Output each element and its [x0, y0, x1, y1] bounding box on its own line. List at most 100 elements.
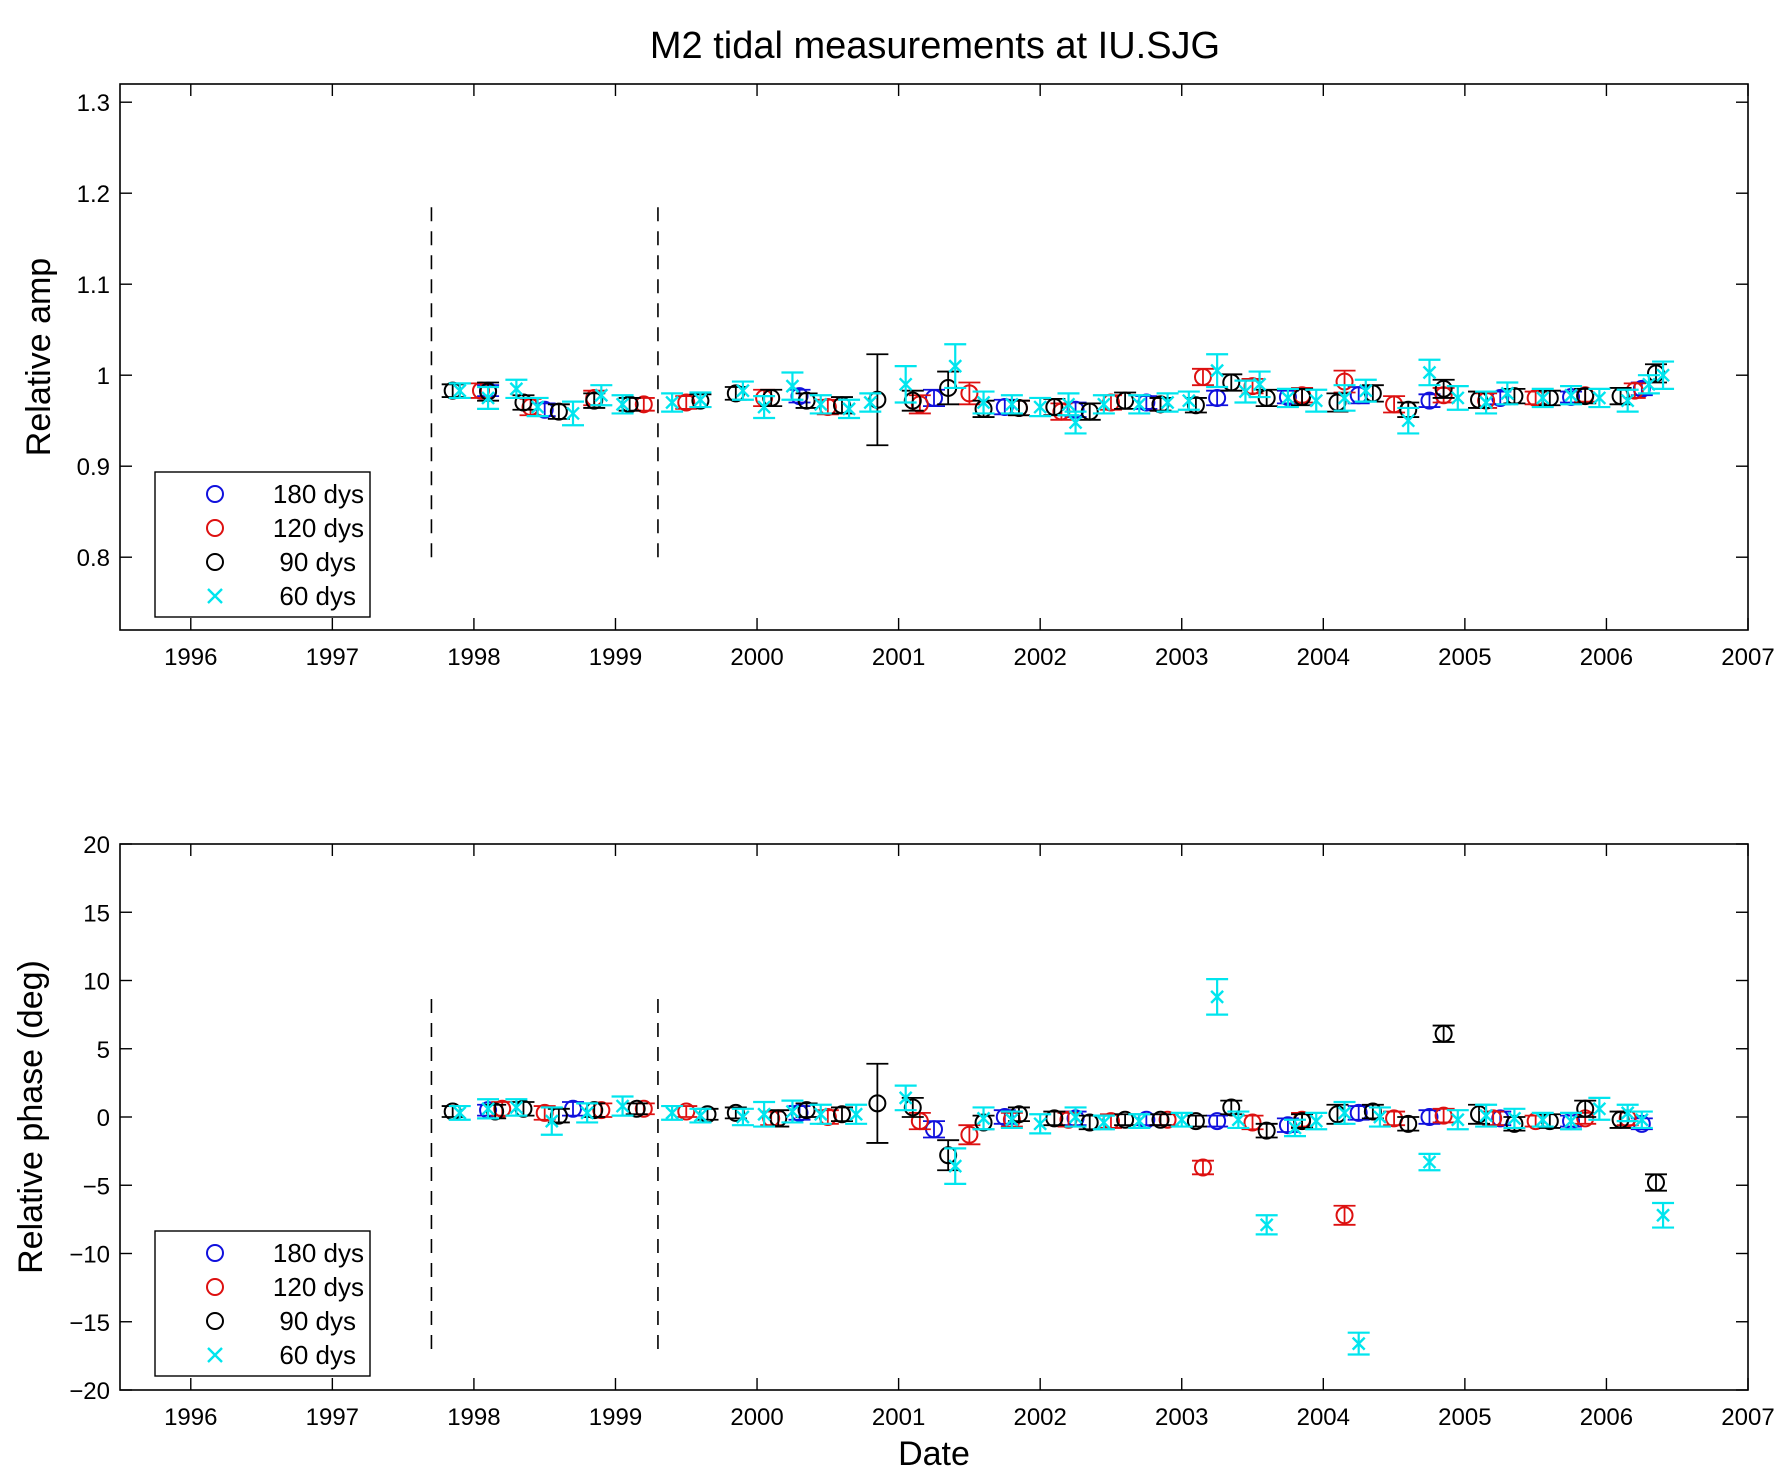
x-tick-label: 2002	[1013, 1404, 1066, 1431]
legend-item-180: 180 dys	[206, 1238, 364, 1268]
data-point-60-dys	[838, 398, 861, 420]
circle-marker	[1434, 379, 1453, 398]
x-tick-label: 2002	[1013, 644, 1066, 671]
x-marker	[976, 1111, 991, 1126]
x-marker	[1535, 1112, 1550, 1127]
x-tick-label: 1998	[447, 1404, 500, 1431]
x-marker	[948, 359, 963, 373]
legend-label-120: 120 dys	[273, 513, 364, 543]
data-point-60-dys	[576, 1102, 599, 1124]
legend-marker-60	[207, 1347, 223, 1363]
legend-marker-180	[206, 1244, 224, 1262]
data-point-180-dys	[1206, 388, 1229, 407]
x-marker	[785, 379, 800, 393]
legend-label-180: 180 dys	[273, 479, 364, 509]
x-marker	[1252, 377, 1267, 392]
y-tick-label: 10	[83, 969, 110, 996]
x-marker	[863, 395, 878, 410]
x-marker	[615, 1099, 630, 1113]
circle-marker	[1222, 1098, 1241, 1117]
legend-item-90: 90 dys	[206, 547, 356, 577]
data-point-60-dys	[1305, 1111, 1328, 1131]
legend-marker-90	[206, 1312, 224, 1330]
data-point-120-dys	[1432, 1106, 1455, 1125]
data-point-60-dys	[477, 1098, 500, 1120]
data-point-60-dys	[1616, 1103, 1639, 1123]
circle-marker	[1420, 1108, 1439, 1126]
data-point-60-dys	[944, 343, 967, 390]
x-marker	[1259, 1217, 1274, 1232]
data-point-60-dys	[1652, 360, 1675, 390]
legend-label-90: 90 dys	[279, 1306, 356, 1336]
x-marker	[1535, 391, 1550, 405]
x-marker	[1564, 388, 1578, 403]
data-point-120-dys	[1191, 367, 1214, 387]
x-marker	[1422, 1155, 1437, 1169]
data-point-60-dys	[526, 396, 549, 418]
x-marker	[1592, 1101, 1607, 1116]
data-point-90-dys	[1149, 1110, 1172, 1129]
legend-marker-60	[207, 588, 223, 604]
data-point-60-dys	[1248, 370, 1271, 399]
y-tick-label: −10	[69, 1242, 110, 1269]
legend-label-60: 60 dys	[279, 581, 356, 611]
x-marker	[1309, 393, 1324, 408]
x-marker	[693, 1108, 708, 1123]
x-tick-label: 2005	[1438, 644, 1491, 671]
data-point-120-dys	[908, 1112, 931, 1131]
y-tick-label: 5	[97, 1037, 110, 1064]
circle-marker	[627, 1099, 646, 1118]
data-point-60-dys	[781, 371, 804, 401]
circle-marker	[1576, 387, 1595, 406]
circle-marker	[677, 393, 696, 412]
data-point-60-dys	[1418, 358, 1441, 387]
data-point-60-dys	[1560, 1111, 1583, 1131]
data-point-60-dys	[1177, 390, 1200, 411]
circle-marker	[1151, 1110, 1170, 1129]
y-tick-label: 0	[97, 1105, 110, 1132]
y-tick-label: 15	[83, 900, 110, 927]
data-point-60-dys	[753, 1100, 776, 1128]
x-marker	[1033, 400, 1048, 414]
x-marker	[785, 1104, 800, 1119]
legend-item-60: 60 dys	[207, 1340, 356, 1370]
data-point-60-dys	[1616, 388, 1639, 413]
data-point-60-dys	[731, 380, 754, 401]
data-point-60-dys	[448, 1104, 471, 1121]
circle-marker	[1335, 1206, 1354, 1225]
circle-marker	[1243, 1113, 1262, 1132]
amplitude-data-marks	[441, 343, 1675, 447]
phase-y-axis-label: Relative phase (deg)	[12, 960, 50, 1274]
data-point-90-dys	[866, 1062, 889, 1144]
data-point-60-dys	[1234, 379, 1257, 404]
x-marker	[1238, 384, 1253, 399]
amplitude-y-axis-label: Relative amp	[20, 258, 58, 456]
data-point-90-dys	[1397, 1114, 1420, 1133]
circle-marker	[1349, 1103, 1368, 1122]
x-tick-label: 1996	[164, 1404, 217, 1431]
x-marker	[1422, 365, 1437, 380]
x-marker	[1033, 1116, 1048, 1131]
x-marker	[1656, 1208, 1670, 1223]
data-point-90-dys	[830, 1105, 853, 1124]
data-point-60-dys	[661, 1104, 684, 1121]
x-marker	[1210, 990, 1224, 1004]
x-marker	[1097, 397, 1111, 412]
x-marker	[1174, 1112, 1189, 1127]
x-marker	[1210, 363, 1224, 378]
data-point-60-dys	[1397, 406, 1420, 435]
amplitude-legend: 180 dys 120 dys 90 dys 60 dys	[154, 471, 371, 618]
x-marker	[1656, 368, 1670, 383]
data-point-60-dys	[809, 1103, 832, 1125]
x-marker	[736, 1110, 750, 1124]
data-point-60-dys	[540, 1106, 563, 1136]
data-point-60-dys	[1475, 1103, 1498, 1128]
x-marker	[1500, 386, 1515, 401]
data-point-60-dys	[1446, 1109, 1469, 1131]
data-point-60-dys	[972, 390, 995, 415]
circle-marker	[634, 1099, 653, 1118]
circle-marker	[1257, 1121, 1276, 1140]
x-marker	[1061, 397, 1076, 412]
x-marker	[842, 402, 856, 416]
